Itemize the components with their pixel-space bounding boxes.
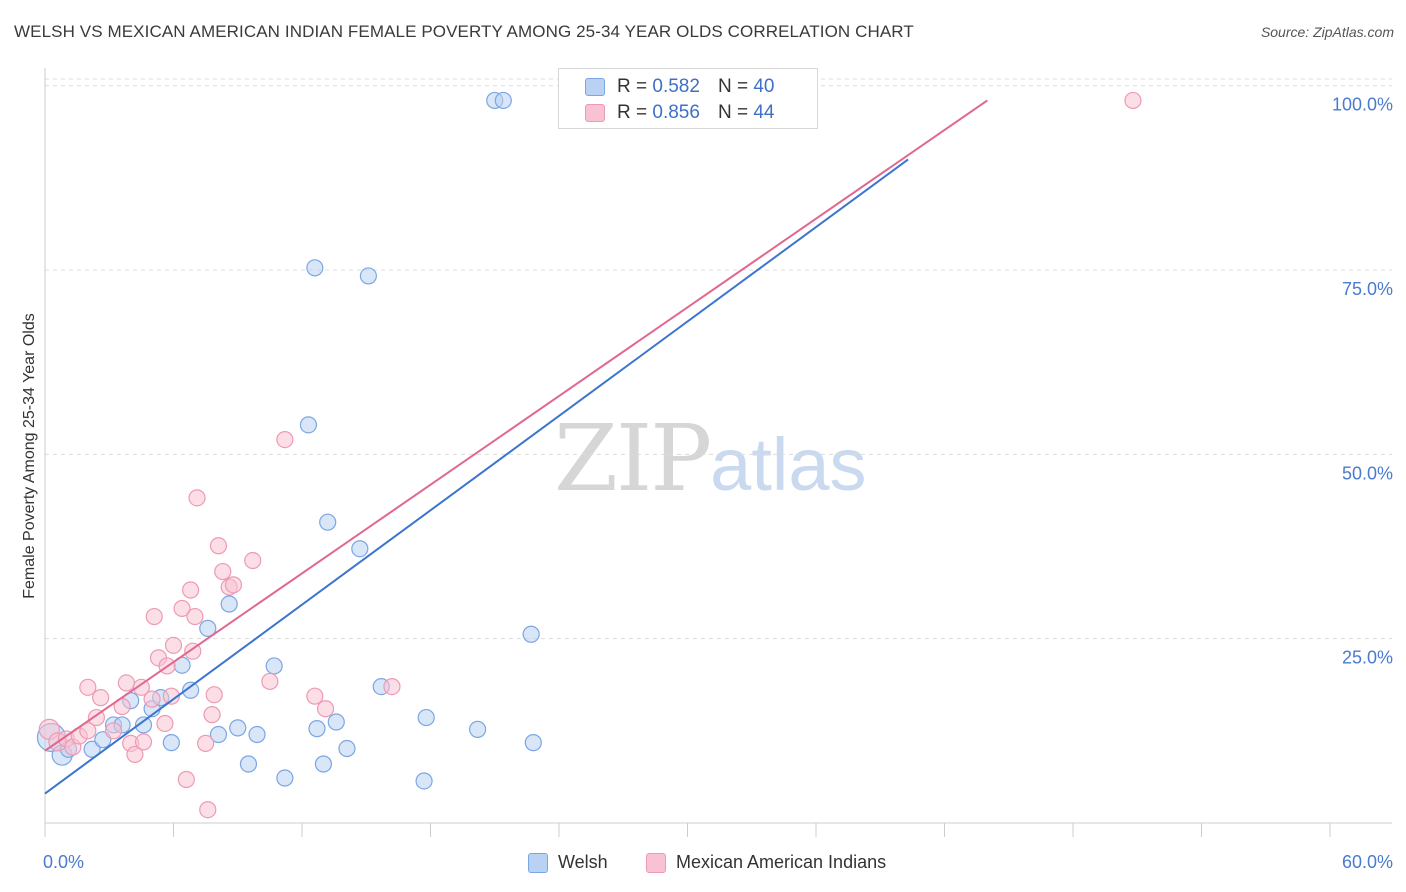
point-mex (209, 537, 228, 555)
y-tick-label: 75.0% (1342, 279, 1393, 299)
bottom-legend-welsh: Welsh (528, 852, 608, 873)
x-tick-label-min: 0.0% (43, 852, 84, 872)
point-mex (244, 551, 262, 570)
y-tick-label: 25.0% (1342, 648, 1393, 668)
point-mex (104, 722, 123, 740)
point-mex (316, 700, 335, 718)
legend-swatch-welsh (585, 78, 605, 96)
point-welsh (220, 595, 238, 613)
point-welsh (83, 740, 101, 758)
point-mex (117, 674, 135, 692)
legend-r-label: R = (617, 102, 648, 123)
point-mex (79, 722, 97, 740)
point-welsh (199, 619, 217, 637)
point-welsh (359, 267, 377, 285)
point-mex (164, 636, 183, 654)
point-welsh (276, 769, 294, 787)
point-welsh (351, 540, 369, 558)
legend-n-value: 40 (753, 76, 775, 97)
point-welsh (417, 708, 435, 727)
source-credit: Source: ZipAtlas.com (1260, 24, 1394, 40)
point-mex (132, 678, 150, 696)
bottom-legend-swatch-mex (646, 852, 666, 873)
point-mex (134, 733, 153, 751)
point-mex (186, 607, 204, 626)
point-welsh (229, 719, 247, 737)
point-mex (156, 714, 174, 733)
legend-swatch-mex (585, 104, 605, 122)
point-mex (214, 562, 232, 581)
point-welsh (319, 513, 337, 531)
point-welsh (182, 681, 200, 699)
point-welsh (299, 416, 318, 434)
point-mex (306, 687, 324, 705)
legend-r-value: 0.582 (652, 76, 700, 97)
chart-title: WELSH VS MEXICAN AMERICAN INDIAN FEMALE … (14, 22, 914, 41)
point-welsh (494, 91, 512, 110)
legend-n-label: N = (717, 102, 749, 123)
point-mex (143, 690, 161, 708)
watermark-atlas: atlas (710, 423, 867, 506)
point-mex (92, 689, 110, 707)
point-mex (182, 581, 200, 599)
point-mex (162, 687, 180, 705)
y-tick-label: 100.0% (1332, 95, 1393, 115)
trendline-welsh (44, 158, 909, 795)
point-welsh (314, 755, 333, 773)
point-mex (224, 576, 243, 594)
point-mex (145, 607, 163, 626)
point-mex (383, 677, 401, 696)
point-mex (276, 431, 294, 449)
y-tick-label: 50.0% (1342, 463, 1393, 483)
point-welsh (209, 725, 228, 744)
point-mex (1124, 91, 1142, 110)
point-mex (79, 678, 97, 696)
point-mex (173, 599, 191, 618)
point-welsh (308, 720, 326, 738)
legend-row-welsh: R = 0.582 N = 40 (585, 74, 774, 100)
point-welsh (327, 713, 345, 731)
legend-r-value: 0.856 (652, 102, 700, 123)
point-welsh (162, 734, 180, 752)
bottom-legend-swatch-welsh (528, 852, 548, 873)
point-mex (188, 489, 206, 507)
point-welsh (469, 720, 487, 738)
point-welsh (338, 739, 356, 758)
point-welsh (415, 772, 433, 790)
point-mex (177, 770, 195, 789)
legend-r-label: R = (617, 76, 648, 97)
legend-n-value: 44 (753, 102, 775, 123)
point-welsh (134, 716, 153, 734)
point-welsh (239, 755, 258, 773)
point-welsh (265, 657, 283, 675)
point-mex (126, 745, 144, 764)
watermark-zip: ZIP (554, 405, 712, 512)
correlation-legend: R = 0.582 N = 40 R = 0.856 N = 44 (558, 68, 818, 129)
point-welsh (522, 625, 540, 643)
point-mex (261, 672, 279, 691)
x-tick-label-max: 60.0% (1342, 852, 1393, 872)
watermark: ZIPatlas (554, 405, 866, 512)
point-welsh (306, 259, 324, 277)
point-mex (199, 801, 217, 819)
bottom-legend-mex: Mexican American Indians (646, 852, 886, 873)
trendline-mex (44, 99, 988, 752)
point-welsh (524, 734, 542, 752)
point-welsh (248, 725, 266, 744)
point-mex (205, 686, 223, 704)
legend-row-mex: R = 0.856 N = 44 (585, 100, 774, 126)
point-mex (203, 706, 221, 724)
legend-n-label: N = (717, 76, 749, 97)
bottom-legend-label-mex: Mexican American Indians (676, 852, 887, 872)
bottom-legend-label-welsh: Welsh (558, 852, 608, 872)
point-mex (197, 734, 215, 752)
